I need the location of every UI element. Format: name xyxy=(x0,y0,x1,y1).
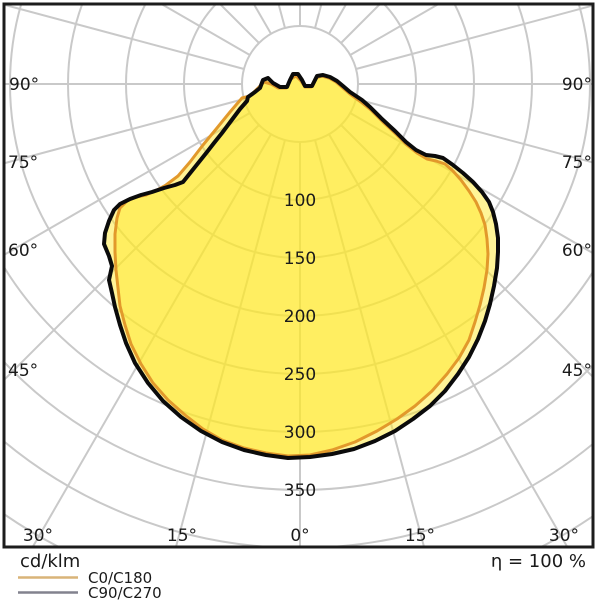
grid-spoke xyxy=(340,124,593,379)
angle-label: 75° xyxy=(562,153,592,173)
c0-c180-fill xyxy=(115,76,488,456)
angle-labels-bottom: 30° 15° 0° 15° 30° xyxy=(23,526,579,546)
distribution-curves xyxy=(102,72,500,460)
angle-label: 90° xyxy=(562,75,592,95)
footer: cd/klm η = 100 % C0/C180 C90/C270 xyxy=(18,551,586,600)
angle-label: 45° xyxy=(8,361,38,381)
plot-frame xyxy=(2,2,595,549)
radial-label: 300 xyxy=(284,423,316,443)
angle-labels-left: 90° 75° 60° 45° xyxy=(8,75,39,381)
grid-spoke xyxy=(4,4,245,70)
angle-label: 45° xyxy=(562,361,592,381)
grid-spoke xyxy=(355,4,593,70)
radial-label: 150 xyxy=(284,249,316,269)
grid-spoke xyxy=(355,98,593,164)
grid-spoke xyxy=(328,133,569,547)
grid-spoke xyxy=(174,139,286,547)
grid-spoke xyxy=(4,98,245,165)
angle-labels-right: 90° 75° 60° 45° xyxy=(562,75,592,381)
radial-label: 250 xyxy=(284,365,316,385)
grid-spoke xyxy=(218,4,260,44)
c90-c270-fill xyxy=(104,74,498,458)
grid-spoke xyxy=(31,133,272,547)
radial-label: 200 xyxy=(284,307,316,327)
efficiency-label: η = 100 % xyxy=(491,551,586,572)
angle-label: 30° xyxy=(23,526,53,546)
angle-label: 90° xyxy=(9,75,39,95)
grid-spoke xyxy=(314,139,426,547)
unit-label: cd/klm xyxy=(20,551,80,572)
radial-value-labels: 100 150 200 250 300 350 xyxy=(284,191,316,501)
legend-item-label: C90/C270 xyxy=(88,584,162,600)
angle-label: 60° xyxy=(8,241,38,261)
grid-spoke xyxy=(4,124,260,382)
c90-c270-curve xyxy=(102,72,500,460)
grid-spoke xyxy=(159,4,251,56)
angle-label: 75° xyxy=(8,153,38,173)
angle-label: 15° xyxy=(167,526,197,546)
angle-label: 30° xyxy=(549,526,579,546)
legend-item-label: C0/C180 xyxy=(88,569,152,587)
radial-label: 100 xyxy=(284,191,316,211)
angle-label: 60° xyxy=(562,241,592,261)
radial-label: 350 xyxy=(284,481,316,501)
angle-label: 15° xyxy=(405,526,435,546)
grid-spoke xyxy=(4,112,251,257)
grid-spoke xyxy=(340,4,382,44)
grid-spoke xyxy=(349,4,441,56)
angle-label: 0° xyxy=(290,526,309,546)
